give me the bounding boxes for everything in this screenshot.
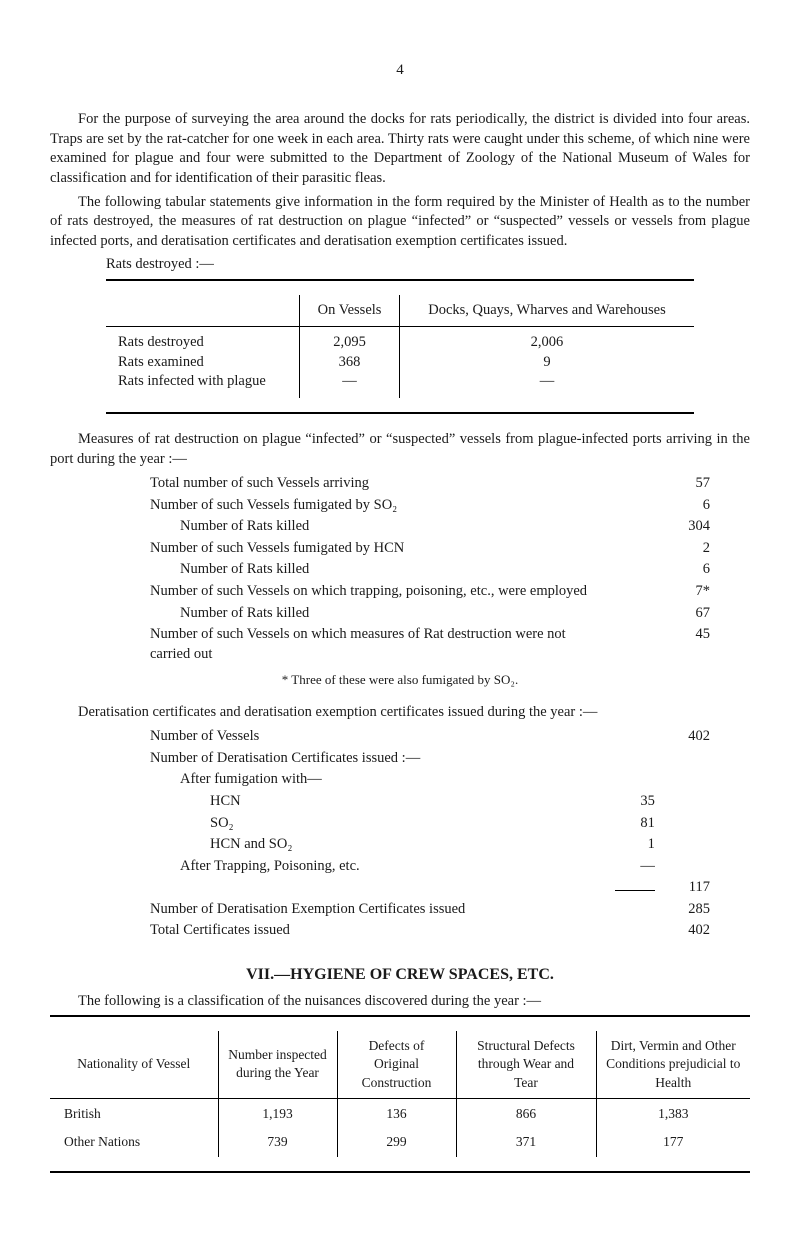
- table-row: British Other Nations 1,193 739 136 299 …: [50, 1098, 750, 1157]
- cell: 177: [605, 1133, 743, 1151]
- paragraph-2: The following tabular statements give in…: [50, 193, 750, 252]
- cell: 1,193: [227, 1105, 329, 1123]
- stat-value: 57: [652, 473, 710, 495]
- stat-value: 6: [652, 559, 710, 581]
- paragraph-4: Measures of rat destruction on plague “i…: [50, 430, 750, 469]
- hygiene-table: Nationality of Vessel Number inspected d…: [50, 1031, 750, 1157]
- stat-label: Number of such Vessels on which trapping…: [150, 581, 596, 603]
- stat-label: After Trapping, Poisoning, etc.: [150, 856, 598, 878]
- section-vii-title: VII.—HYGIENE OF CREW SPACES, ETC.: [50, 964, 750, 986]
- stat-label: Number of such Vessels fumigated by SO₂: [150, 495, 596, 517]
- paragraph-6: The following is a classification of the…: [50, 992, 750, 1012]
- measures-stats: Total number of such Vessels arriving57 …: [150, 473, 710, 665]
- stat-label: HCN and SO₂: [150, 834, 598, 856]
- cell: 2,095: [312, 333, 387, 353]
- stat-value: 67: [652, 603, 710, 625]
- col-docks: Docks, Quays, Wharves and Warehouses: [399, 295, 694, 327]
- row-rats-infected: Rats infected with plague: [118, 372, 287, 392]
- row-other-nations: Other Nations: [64, 1133, 210, 1151]
- table-row: Rats destroyed Rats examined Rats infect…: [106, 327, 694, 398]
- col-nationality: Nationality of Vessel: [50, 1031, 218, 1098]
- stat-value: 402: [655, 726, 710, 748]
- footnote-so2: * Three of these were also fumigated by …: [50, 671, 750, 689]
- stat-label: SO₂: [150, 813, 598, 835]
- stat-label: Number of Rats killed: [150, 516, 596, 538]
- stat-label: HCN: [150, 791, 598, 813]
- deratisation-stats: Number of Vessels 402 Number of Deratisat…: [150, 726, 710, 942]
- stat-label: Number of such Vessels fumigated by HCN: [150, 538, 596, 560]
- stat-value: 402: [655, 920, 710, 942]
- col-defects-original: Defects of Original Construction: [337, 1031, 456, 1098]
- cell: 371: [465, 1133, 588, 1151]
- cell: 739: [227, 1133, 329, 1151]
- table-row: On Vessels Docks, Quays, Wharves and War…: [106, 295, 694, 327]
- row-rats-examined: Rats examined: [118, 353, 287, 373]
- table2-bottom-rule: [50, 1171, 750, 1173]
- cell: 866: [465, 1105, 588, 1123]
- stat-value: 45: [652, 624, 710, 665]
- subtotal-rule: [615, 890, 655, 891]
- stat-value: 7*: [652, 581, 710, 603]
- stat-value: 2: [652, 538, 710, 560]
- table1-bottom-rule: [106, 412, 694, 414]
- cell: 136: [346, 1105, 448, 1123]
- paragraph-1: For the purpose of surveying the area ar…: [50, 110, 750, 188]
- table-row: Nationality of Vessel Number inspected d…: [50, 1031, 750, 1098]
- stat-label: Number of Deratisation Exemption Certifi…: [150, 899, 598, 921]
- stat-value: —: [598, 856, 655, 878]
- cell: 299: [346, 1133, 448, 1151]
- stat-label: Total Certificates issued: [150, 920, 598, 942]
- row-rats-destroyed: Rats destroyed: [118, 333, 287, 353]
- col-inspected: Number inspected during the Year: [218, 1031, 337, 1098]
- cell: 2,006: [412, 333, 682, 353]
- stat-value: 1: [598, 834, 655, 856]
- blank-header: [106, 295, 300, 327]
- table1-top-rule: [106, 279, 694, 281]
- stat-label: Number of Rats killed: [150, 603, 596, 625]
- stat-label: Number of Deratisation Certificates issu…: [150, 748, 598, 770]
- stat-label: Total number of such Vessels arriving: [150, 473, 596, 495]
- stat-label: Number of Vessels: [150, 726, 598, 748]
- cell: —: [412, 372, 682, 392]
- paragraph-5: Deratisation certificates and deratisati…: [50, 703, 750, 723]
- stat-value: 304: [652, 516, 710, 538]
- col-dirt: Dirt, Vermin and Other Conditions prejud…: [596, 1031, 750, 1098]
- paragraph-3: Rats destroyed :—: [78, 255, 750, 275]
- cell: 9: [412, 353, 682, 373]
- col-defects-wear: Structural Defects through Wear and Tear: [456, 1031, 596, 1098]
- row-british: British: [64, 1105, 210, 1123]
- col-on-vessels: On Vessels: [300, 295, 400, 327]
- stat-label: Number of such Vessels on which measures…: [150, 624, 596, 665]
- table2-top-rule: [50, 1015, 750, 1017]
- stat-value: 81: [598, 813, 655, 835]
- page-number: 4: [50, 60, 750, 80]
- stat-value: 285: [655, 899, 710, 921]
- stat-label: Number of Rats killed: [150, 559, 596, 581]
- cell: —: [312, 372, 387, 392]
- stat-value: 35: [598, 791, 655, 813]
- cell: 1,383: [605, 1105, 743, 1123]
- stat-value: 117: [655, 877, 710, 899]
- stat-label: After fumigation with—: [150, 769, 598, 791]
- cell: 368: [312, 353, 387, 373]
- rats-destroyed-table: On Vessels Docks, Quays, Wharves and War…: [106, 295, 694, 398]
- stat-value: 6: [652, 495, 710, 517]
